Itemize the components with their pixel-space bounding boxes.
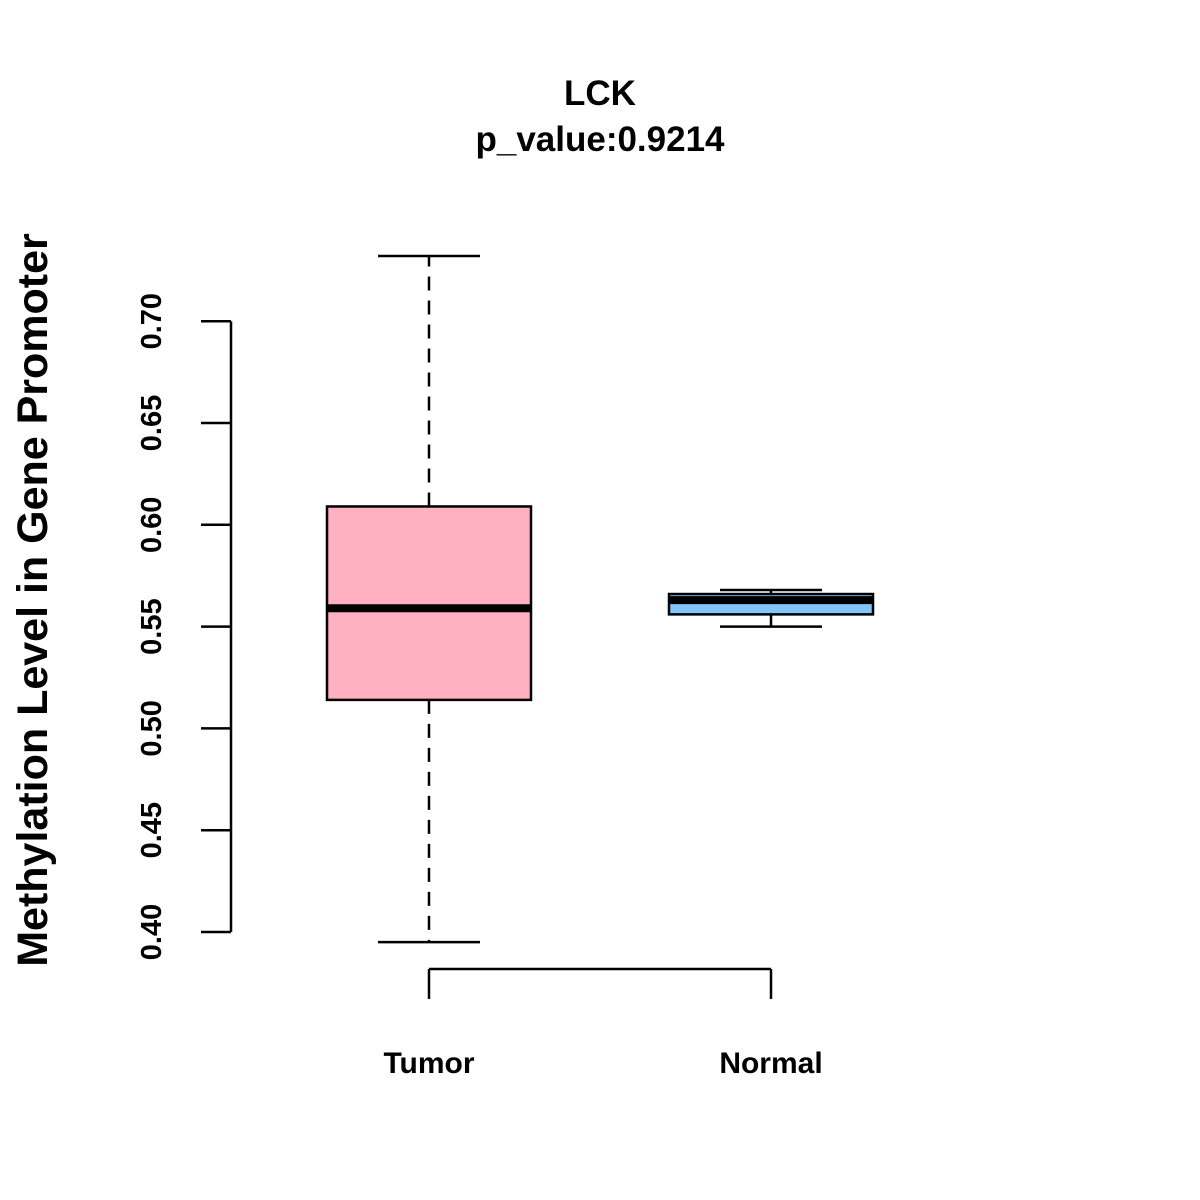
y-tick-label: 0.65 <box>136 395 168 451</box>
box-series <box>325 254 875 944</box>
y-tick-label: 0.55 <box>136 598 168 654</box>
y-tick-label: 0.70 <box>136 293 168 349</box>
y-tick-label: 0.45 <box>136 802 168 858</box>
box-normal <box>667 588 875 628</box>
box-tumor <box>325 254 533 944</box>
y-axis-title: Methylation Level in Gene Promoter <box>9 233 57 967</box>
iqr-box <box>325 505 533 702</box>
chart-subtitle: p_value:0.9214 <box>475 120 725 159</box>
x-tick-label: Tumor <box>383 1047 474 1080</box>
x-tick-label: Normal <box>719 1047 822 1080</box>
x-axis: Tumor Normal <box>383 967 823 1080</box>
y-tick-label: 0.60 <box>136 497 168 553</box>
y-tick-label: 0.50 <box>136 700 168 756</box>
y-tick-label: 0.40 <box>136 904 168 960</box>
y-axis: 0.40 0.45 0.50 0.55 0.60 0.65 0.70 <box>136 293 233 960</box>
chart-title: LCK <box>564 74 636 113</box>
